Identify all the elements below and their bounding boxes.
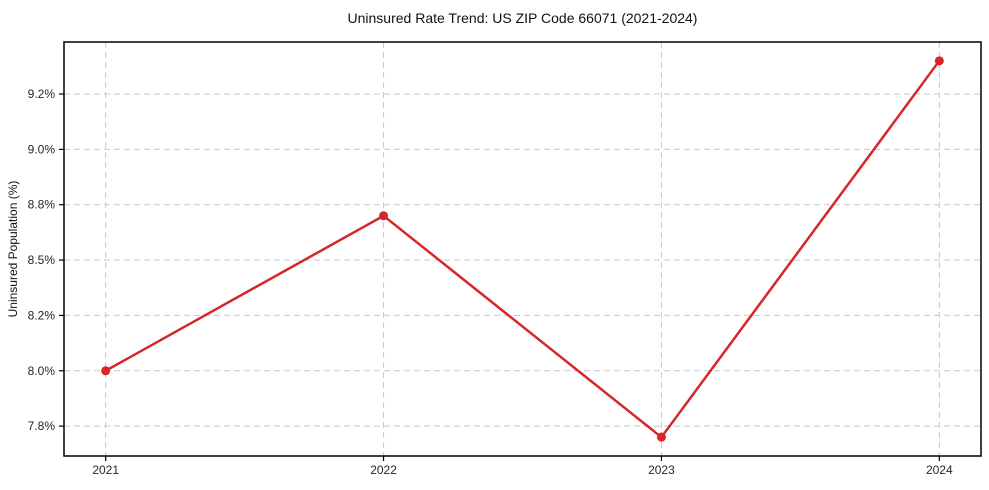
plot-border bbox=[63, 41, 982, 457]
data-point bbox=[656, 432, 666, 442]
x-tick-label: 2023 bbox=[648, 463, 675, 477]
data-point bbox=[379, 211, 389, 221]
y-tick-label: 7.8% bbox=[28, 419, 56, 433]
x-tick-label: 2021 bbox=[92, 463, 119, 477]
x-tick-label: 2024 bbox=[926, 463, 953, 477]
data-point bbox=[101, 366, 111, 376]
y-tick-label: 9.0% bbox=[28, 142, 56, 156]
chart-title: Uninsured Rate Trend: US ZIP Code 66071 … bbox=[347, 10, 698, 26]
y-tick-label: 8.0% bbox=[28, 364, 56, 378]
y-tick-label: 9.2% bbox=[28, 87, 56, 101]
x-tick-label: 2022 bbox=[370, 463, 397, 477]
y-tick-label: 8.5% bbox=[28, 253, 56, 267]
y-tick-label: 8.8% bbox=[28, 198, 56, 212]
trend-line bbox=[104, 59, 941, 439]
data-point bbox=[934, 56, 944, 66]
y-tick-label: 8.2% bbox=[28, 308, 56, 322]
y-axis-label: Uninsured Population (%) bbox=[6, 180, 20, 318]
